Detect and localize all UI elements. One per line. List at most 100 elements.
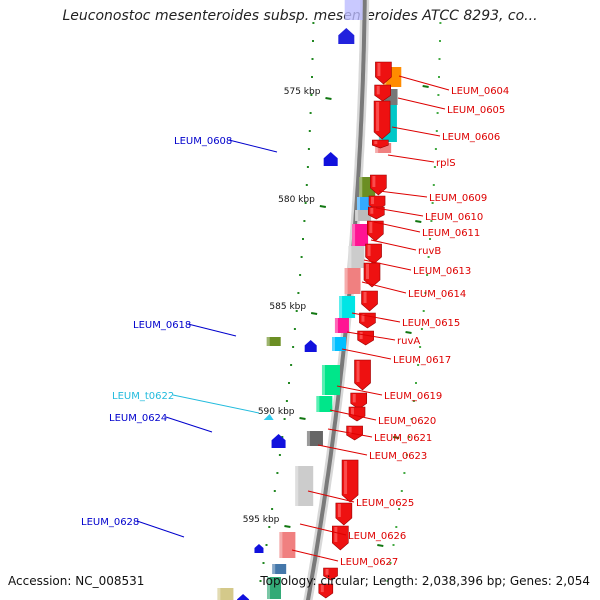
- gene-label[interactable]: LEUM_0624: [109, 413, 167, 424]
- minor-tick: [393, 436, 400, 439]
- guide-dot: [432, 184, 435, 186]
- cog-box: [266, 577, 281, 599]
- gene-arrow-plus[interactable]: [338, 28, 355, 44]
- gene-label[interactable]: LEUM_0618: [133, 320, 191, 331]
- guide-dots: [259, 22, 442, 582]
- gene-label[interactable]: LEUM_0605: [447, 105, 505, 116]
- guide-dot: [309, 112, 312, 114]
- gene-label[interactable]: LEUM_0620: [378, 416, 436, 427]
- cog-box-plus-shine: [217, 588, 221, 600]
- leader-line: [398, 75, 450, 91]
- leader-line: [351, 312, 401, 323]
- gene-label[interactable]: LEUM_0613: [413, 266, 471, 277]
- cog-box-shine: [355, 210, 359, 221]
- gene-label[interactable]: LEUM_0609: [429, 193, 487, 204]
- cog-box-shine: [339, 296, 343, 318]
- gene-arrow-plus[interactable]: [304, 340, 317, 352]
- gene-label[interactable]: ruvB: [418, 246, 441, 257]
- cog-box-shine: [359, 177, 363, 197]
- leader-line: [228, 139, 278, 153]
- gene-label[interactable]: LEUM_0627: [340, 557, 398, 568]
- guide-dot: [410, 418, 413, 420]
- guide-dot: [307, 148, 310, 150]
- leader-line: [391, 126, 441, 137]
- leader-line: [327, 428, 373, 438]
- guide-dot: [436, 112, 439, 114]
- gene-label[interactable]: LEUM_0621: [374, 433, 432, 444]
- leader-line: [378, 190, 428, 198]
- gene-label[interactable]: LEUM_0606: [442, 132, 500, 143]
- guide-dot: [435, 130, 438, 132]
- gene-arrow-shine: [359, 332, 363, 340]
- leader-line: [373, 221, 421, 233]
- gene-arrow-plus[interactable]: [254, 544, 264, 553]
- gene-label[interactable]: LEUM_0604: [451, 86, 509, 97]
- guide-dot: [424, 292, 427, 294]
- gene-arrow-shine: [376, 86, 380, 95]
- guide-dot: [434, 148, 437, 150]
- guide-dot: [310, 94, 313, 96]
- cog-box-shine: [316, 396, 320, 412]
- cog-box: [352, 224, 369, 246]
- minor-tick: [415, 220, 422, 223]
- cog-box-shine: [272, 564, 276, 574]
- gene-arrow-shine: [334, 527, 338, 542]
- ruler-tick: [284, 525, 291, 528]
- guide-dot: [312, 22, 315, 24]
- gene-label[interactable]: LEUM_0611: [422, 228, 480, 239]
- gene-arrow-plus[interactable]: [323, 152, 338, 166]
- leader-line: [299, 523, 347, 536]
- cog-box: [339, 296, 356, 318]
- gene-label[interactable]: ruvA: [397, 336, 420, 347]
- gene-label[interactable]: rplS: [436, 158, 456, 169]
- ruler-label: 585 kbp: [269, 302, 306, 312]
- minor-tick: [405, 331, 412, 334]
- gene-label[interactable]: LEUM_0626: [348, 531, 406, 542]
- gene-label[interactable]: LEUM_0619: [384, 391, 442, 402]
- guide-dot: [429, 238, 431, 240]
- gene-arrow-shine: [325, 569, 329, 575]
- guide-dot: [305, 184, 308, 186]
- guide-dot: [439, 40, 441, 42]
- trna-mark[interactable]: [263, 414, 274, 420]
- guide-dot: [293, 328, 296, 330]
- gene-arrow-plus[interactable]: [271, 434, 286, 448]
- gene-label[interactable]: LEUM_0608: [174, 136, 232, 147]
- guide-dot: [431, 202, 434, 204]
- cog-box-plus: [266, 337, 281, 346]
- cog-box-plus: [217, 588, 234, 600]
- ruler-label: 575 kbp: [284, 87, 321, 97]
- gene-label[interactable]: LEUM_0614: [408, 289, 466, 300]
- cog-box-shine: [344, 268, 348, 294]
- gene-label[interactable]: LEUM_0617: [393, 355, 451, 366]
- guide-dot: [304, 202, 307, 204]
- guide-dot: [417, 364, 420, 366]
- gene-label[interactable]: LEUM_0625: [356, 498, 414, 509]
- leader-line: [172, 394, 260, 414]
- gene-arrow-shine: [361, 314, 365, 322]
- guide-dot: [259, 580, 262, 582]
- guide-dot: [300, 256, 303, 258]
- guide-dot: [311, 58, 314, 60]
- gene-label[interactable]: LEUM_0615: [402, 318, 460, 329]
- gene-label[interactable]: LEUM_t0622: [112, 391, 174, 402]
- ruler-tick: [319, 205, 327, 208]
- gene-label[interactable]: LEUM_0610: [425, 212, 483, 223]
- cog-box-shine: [375, 143, 379, 153]
- cog-box: [344, 268, 361, 294]
- gene-label[interactable]: LEUM_0623: [369, 451, 427, 462]
- leader-line: [397, 97, 446, 110]
- gene-label[interactable]: LEUM_0628: [81, 517, 139, 528]
- cog-box: [348, 246, 365, 268]
- cog-box-shine: [266, 577, 270, 599]
- cog-box-shine: [348, 246, 352, 268]
- gene-arrow-shine: [344, 461, 348, 494]
- guide-dot: [420, 328, 423, 330]
- cog-box: [306, 431, 323, 446]
- guide-dot: [398, 508, 401, 510]
- gene-arrow-plus[interactable]: [237, 594, 250, 600]
- guide-dot: [405, 454, 408, 456]
- leader-line: [317, 444, 368, 456]
- guide-dot: [292, 346, 295, 348]
